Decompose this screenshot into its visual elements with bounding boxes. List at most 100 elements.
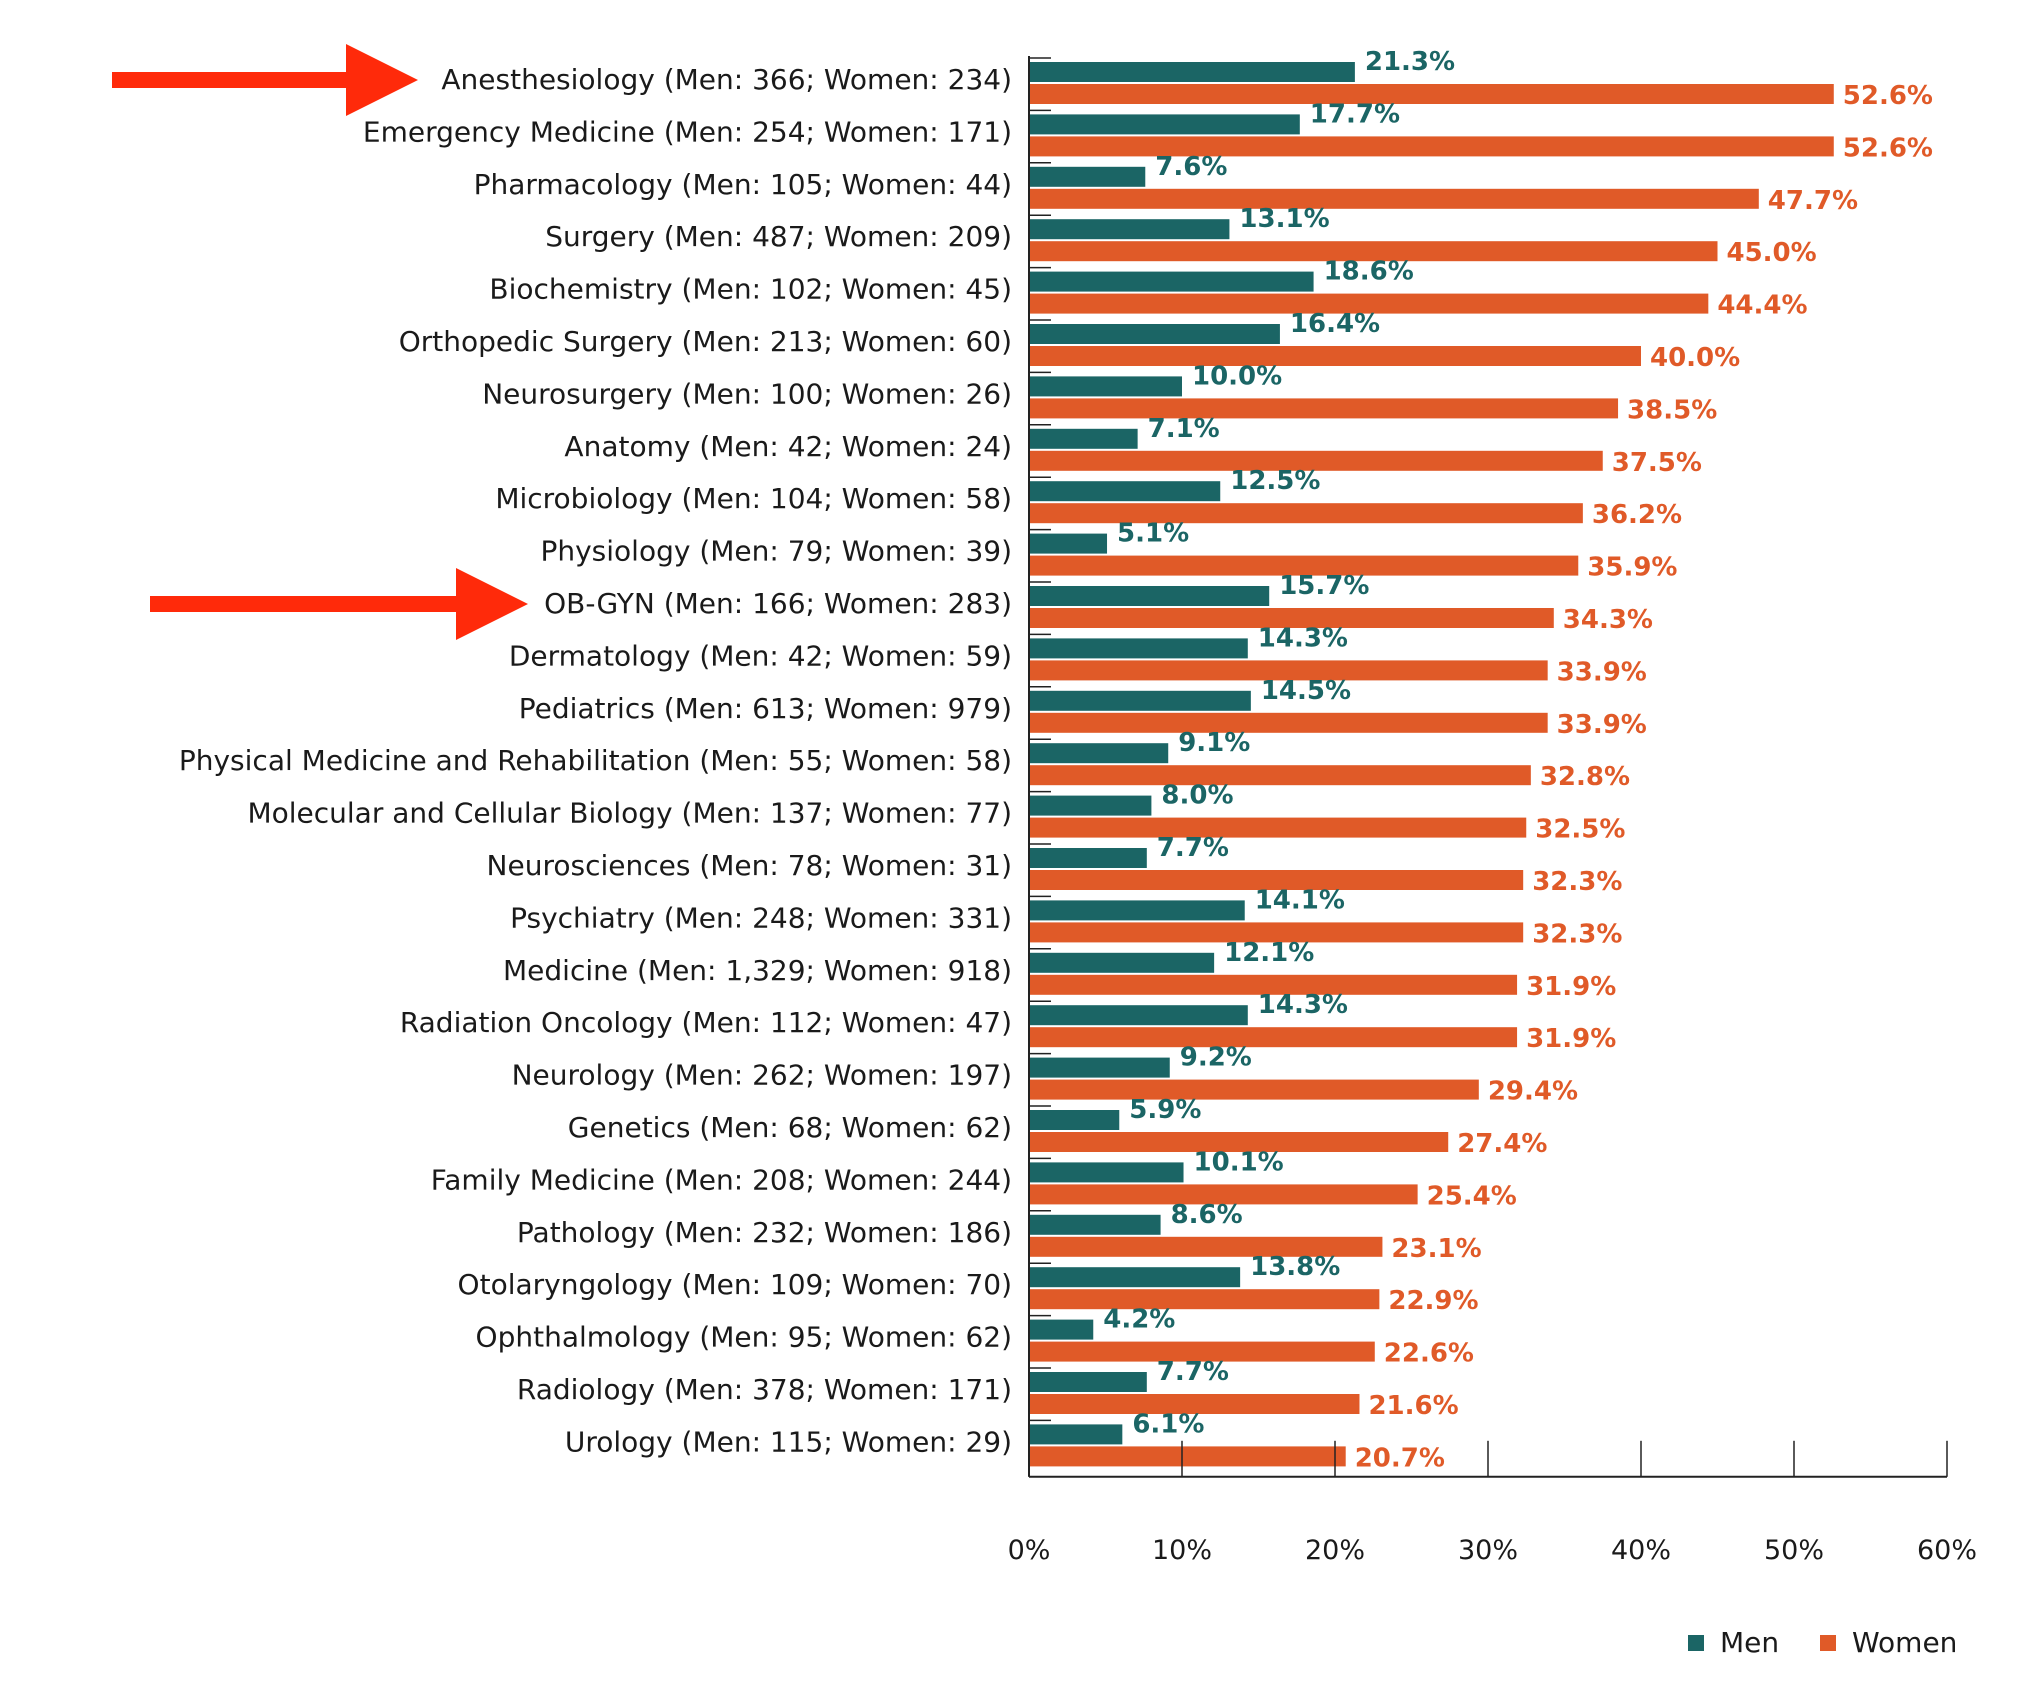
value-label-women-dermatology: 33.9% xyxy=(1557,657,1647,687)
bar-women-pediatrics xyxy=(1029,712,1548,733)
bar-men-ophthalmology xyxy=(1029,1319,1094,1340)
value-label-men-orthopedic-surgery: 16.4% xyxy=(1290,309,1380,339)
bar-women-anesthesiology xyxy=(1029,84,1834,104)
x-tick-label: 10% xyxy=(1152,1535,1212,1566)
category-labels: Anesthesiology (Men: 366; Women: 234) Eme… xyxy=(179,63,1012,1458)
value-label-men-psychiatry: 14.1% xyxy=(1255,885,1345,915)
legend-label-women: Women xyxy=(1852,1626,1957,1659)
bar-women-surgery xyxy=(1029,241,1718,262)
bar-women-biochemistry xyxy=(1029,293,1709,314)
value-label-women-biochemistry: 44.4% xyxy=(1717,291,1807,321)
bar-men-psychiatry xyxy=(1029,900,1245,921)
bar-women-pathology xyxy=(1029,1236,1383,1257)
value-label-women-pediatrics: 33.9% xyxy=(1557,710,1647,740)
value-label-men-pathology: 8.6% xyxy=(1171,1200,1243,1230)
category-label-neurosurgery: Neurosurgery (Men: 100; Women: 26) xyxy=(482,377,1012,410)
bar-men-pharmacology xyxy=(1029,166,1146,187)
bar-men-neurosciences xyxy=(1029,848,1147,868)
value-label-men-physiology: 5.1% xyxy=(1117,519,1189,549)
bar-men-surgery xyxy=(1029,219,1230,240)
category-label-otolaryngology: Otolaryngology (Men: 109; Women: 70) xyxy=(458,1268,1012,1301)
value-label-men-physical-medicine-and-rehabilitation: 9.1% xyxy=(1178,728,1250,758)
bar-women-family-medicine xyxy=(1029,1184,1418,1205)
value-label-women-anesthesiology: 52.6% xyxy=(1843,81,1933,111)
value-label-women-medicine: 31.9% xyxy=(1526,972,1616,1002)
bar-women-anatomy xyxy=(1029,450,1603,471)
value-label-women-neurology: 29.4% xyxy=(1488,1077,1578,1107)
category-label-dermatology: Dermatology (Men: 42; Women: 59) xyxy=(509,639,1012,672)
value-label-women-radiation-oncology: 31.9% xyxy=(1526,1024,1616,1054)
bar-men-family-medicine xyxy=(1029,1162,1184,1183)
bar-men-neurology xyxy=(1029,1057,1170,1078)
category-label-radiology: Radiology (Men: 378; Women: 171) xyxy=(517,1373,1012,1406)
bar-men-radiology xyxy=(1029,1372,1147,1392)
value-label-women-ob-gyn: 34.3% xyxy=(1563,605,1653,635)
category-label-pediatrics: Pediatrics (Men: 613; Women: 979) xyxy=(519,692,1012,725)
category-label-ophthalmology: Ophthalmology (Men: 95; Women: 62) xyxy=(476,1321,1012,1354)
bar-men-radiation-oncology xyxy=(1029,1005,1248,1026)
legend-label-men: Men xyxy=(1720,1626,1779,1659)
value-label-women-otolaryngology: 22.9% xyxy=(1388,1286,1478,1316)
value-label-men-molecular-and-cellular-biology: 8.0% xyxy=(1161,781,1233,811)
category-label-emergency-medicine: Emergency Medicine (Men: 254; Women: 171… xyxy=(363,115,1012,148)
bar-men-emergency-medicine xyxy=(1029,114,1300,135)
category-label-orthopedic-surgery: Orthopedic Surgery (Men: 213; Women: 60) xyxy=(399,325,1012,358)
bar-women-radiation-oncology xyxy=(1029,1027,1518,1048)
x-tick-label: 20% xyxy=(1305,1535,1365,1566)
x-tick-label: 30% xyxy=(1458,1535,1518,1566)
bar-men-pediatrics xyxy=(1029,690,1251,711)
value-label-women-pathology: 23.1% xyxy=(1391,1234,1481,1264)
category-label-urology: Urology (Men: 115; Women: 29) xyxy=(565,1425,1012,1458)
value-label-men-microbiology: 12.5% xyxy=(1230,466,1320,496)
bar-men-anesthesiology xyxy=(1029,62,1355,82)
bar-men-orthopedic-surgery xyxy=(1029,324,1280,344)
category-label-physiology: Physiology (Men: 79; Women: 39) xyxy=(540,535,1012,568)
value-label-men-neurology: 9.2% xyxy=(1180,1043,1252,1073)
bar-men-physical-medicine-and-rehabilitation xyxy=(1029,743,1169,764)
value-label-women-molecular-and-cellular-biology: 32.5% xyxy=(1535,815,1625,845)
bar-women-orthopedic-surgery xyxy=(1029,346,1641,366)
x-tick-label: 0% xyxy=(1008,1535,1051,1566)
value-label-men-ob-gyn: 15.7% xyxy=(1279,571,1369,601)
value-label-men-pediatrics: 14.5% xyxy=(1261,676,1351,706)
bar-men-microbiology xyxy=(1029,481,1221,502)
bar-women-molecular-and-cellular-biology xyxy=(1029,817,1527,838)
value-label-men-medicine: 12.1% xyxy=(1224,938,1314,968)
bar-men-molecular-and-cellular-biology xyxy=(1029,795,1152,816)
bar-men-physiology xyxy=(1029,533,1108,554)
bar-group xyxy=(1029,62,1834,1467)
bar-women-dermatology xyxy=(1029,660,1548,681)
category-label-microbiology: Microbiology (Men: 104; Women: 58) xyxy=(495,482,1012,515)
value-label-men-pharmacology: 7.6% xyxy=(1155,152,1227,182)
bar-women-microbiology xyxy=(1029,503,1583,524)
red-arrow-icon xyxy=(150,568,528,640)
category-label-anatomy: Anatomy (Men: 42; Women: 24) xyxy=(564,430,1012,463)
bar-women-neurosurgery xyxy=(1029,398,1619,419)
category-label-surgery: Surgery (Men: 487; Women: 209) xyxy=(545,220,1012,253)
legend: Men Women xyxy=(1688,1626,1957,1659)
legend-swatch-women xyxy=(1820,1635,1836,1651)
bar-men-otolaryngology xyxy=(1029,1267,1241,1288)
value-label-men-neurosciences: 7.7% xyxy=(1157,833,1229,863)
category-label-genetics: Genetics (Men: 68; Women: 62) xyxy=(568,1111,1012,1144)
bar-men-medicine xyxy=(1029,952,1215,973)
value-label-women-neurosciences: 32.3% xyxy=(1532,867,1622,897)
bar-women-psychiatry xyxy=(1029,922,1524,943)
value-label-women-emergency-medicine: 52.6% xyxy=(1843,133,1933,163)
bar-men-anatomy xyxy=(1029,428,1138,449)
value-label-men-biochemistry: 18.6% xyxy=(1324,257,1414,287)
value-label-men-genetics: 5.9% xyxy=(1129,1095,1201,1125)
bar-women-ophthalmology xyxy=(1029,1341,1375,1362)
x-tick-labels: 0% 10% 20% 30% 40% 50% 60% xyxy=(1008,1535,1977,1566)
bar-women-radiology xyxy=(1029,1394,1360,1414)
value-label-women-physical-medicine-and-rehabilitation: 32.8% xyxy=(1540,762,1630,792)
axes xyxy=(1028,56,1948,1478)
value-label-women-neurosurgery: 38.5% xyxy=(1627,395,1717,425)
category-label-medicine: Medicine (Men: 1,329; Women: 918) xyxy=(503,954,1012,987)
x-tick-label: 50% xyxy=(1764,1535,1824,1566)
bar-women-ob-gyn xyxy=(1029,608,1554,628)
bar-women-medicine xyxy=(1029,974,1518,995)
highlight-arrows xyxy=(112,44,528,640)
red-arrow-icon xyxy=(112,44,418,116)
value-label-women-physiology: 35.9% xyxy=(1587,553,1677,583)
